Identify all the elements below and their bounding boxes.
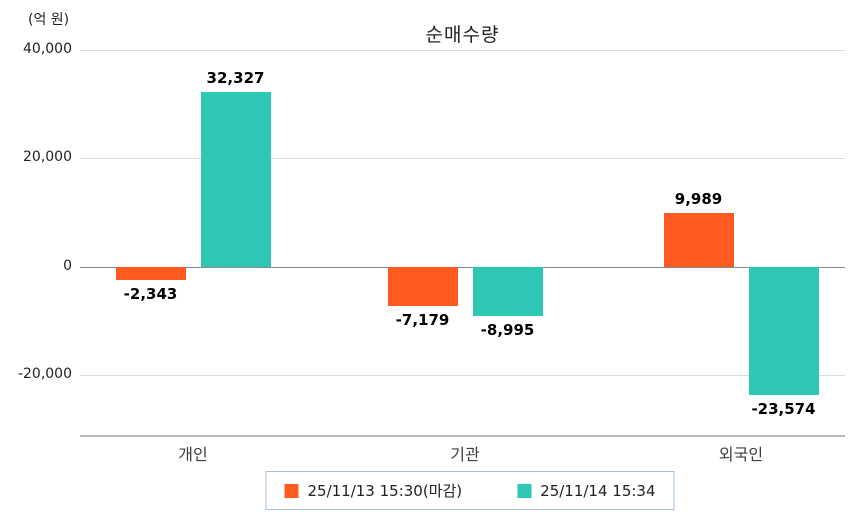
y-tick-label: -20,000 — [17, 366, 72, 383]
y-tick-label: 40,000 — [23, 41, 72, 57]
value-label: -7,179 — [395, 310, 450, 329]
gridline — [80, 158, 845, 160]
chart-bar-series2-3 — [748, 266, 819, 395]
chart-title: 순매수량 — [425, 24, 500, 46]
value-label: -8,995 — [480, 320, 535, 339]
chart-bar-series1-1 — [115, 266, 186, 280]
y-tick-label: 0 — [63, 257, 72, 274]
chart-bar-series1-2 — [387, 266, 458, 306]
legend-color-swatch-icon — [284, 483, 299, 498]
category-label: 기관 — [450, 445, 480, 464]
category-label: 외국인 — [718, 445, 764, 464]
x-axis-line — [80, 435, 845, 437]
y-axis-unit-label: (억 원) — [28, 12, 70, 28]
chart-bar-series2-2 — [472, 266, 543, 316]
legend-label: 25/11/13 15:30(마감) — [307, 482, 463, 500]
legend-item[interactable]: 25/11/13 15:30(마감) — [284, 480, 462, 501]
chart-bar-series1-3 — [663, 212, 734, 267]
gridline — [80, 375, 845, 377]
legend-item[interactable]: 25/11/14 15:34 — [517, 481, 656, 500]
chart-bar-series2-1 — [200, 91, 271, 267]
legend: 25/11/13 15:30(마감) 25/11/14 15:34 — [265, 471, 675, 510]
category-label: 개인 — [178, 445, 208, 464]
y-tick-label: 20,000 — [23, 149, 72, 166]
value-label: -2,343 — [123, 284, 178, 303]
legend-color-swatch-icon — [517, 483, 532, 498]
legend-label: 25/11/14 15:34 — [540, 481, 656, 500]
gridline — [80, 50, 845, 51]
zero-axis-line — [80, 266, 845, 268]
value-label: -23,574 — [751, 399, 816, 418]
value-label: 32,327 — [206, 68, 265, 87]
value-label: 9,989 — [674, 189, 723, 208]
